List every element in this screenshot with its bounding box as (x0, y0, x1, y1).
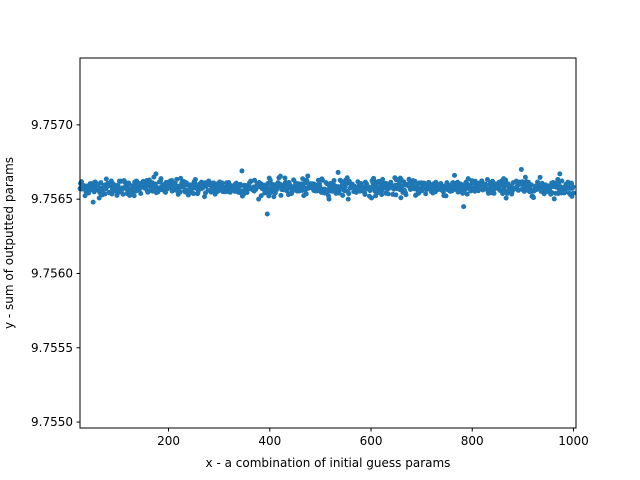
scatter-point (503, 195, 509, 201)
scatter-point (326, 196, 332, 202)
scatter-point (393, 192, 399, 198)
scatter-point (570, 184, 576, 190)
scatter-point (264, 211, 270, 217)
scatter-point (440, 189, 446, 195)
y-tick-label: 9.7550 (31, 415, 73, 429)
scatter-point (244, 189, 250, 195)
scatter-point (433, 179, 439, 185)
x-tick-label: 1000 (558, 434, 589, 448)
scatter-point (131, 193, 137, 199)
scatter-point (528, 182, 534, 188)
x-axis-label: x - a combination of initial guess param… (206, 456, 451, 470)
scatter-point (120, 191, 126, 197)
scatter-point (340, 192, 346, 198)
scatter-point (271, 194, 277, 200)
scatter-point (570, 190, 576, 196)
scatter-point (335, 169, 341, 175)
scatter-point (219, 180, 225, 186)
scatter-point (557, 171, 563, 177)
scatter-point (461, 204, 467, 210)
scatter-point (239, 168, 245, 174)
scatter-point (483, 182, 489, 188)
scatter-point (406, 176, 412, 182)
scatter-point (559, 178, 565, 184)
x-tick-label: 800 (461, 434, 484, 448)
y-tick-label: 9.7565 (31, 192, 73, 206)
scatter-point (90, 199, 96, 205)
scatter-point (362, 191, 368, 197)
scatter-point (522, 174, 528, 180)
y-tick-label: 9.7560 (31, 266, 73, 280)
scatter-point (277, 173, 283, 179)
x-tick-label: 600 (360, 434, 383, 448)
scatter-point (443, 193, 449, 199)
x-tick-label: 400 (258, 434, 281, 448)
scatter-point (256, 196, 262, 202)
scatter-point (153, 171, 159, 177)
scatter-point (252, 177, 258, 183)
scatter-point (385, 191, 391, 197)
scatter-point (369, 195, 375, 201)
scatter-point (346, 191, 352, 197)
scatter-point (464, 191, 470, 197)
scatter-point (227, 189, 233, 195)
scatter-point (192, 177, 198, 183)
scatter-point (562, 189, 568, 195)
scatter-point (491, 190, 497, 196)
scatter-point (423, 191, 429, 197)
y-axis-ticks: 9.7550 9.7555 9.7560 9.7565 9.7570 (31, 118, 80, 429)
scatter-point (398, 195, 404, 201)
scatter-point (178, 175, 184, 181)
x-tick-label: 200 (157, 434, 180, 448)
scatter-point (305, 173, 311, 179)
scatter-point (380, 176, 386, 182)
scatter-point (319, 177, 325, 183)
scatter-point (102, 191, 108, 197)
scatter-point (303, 191, 309, 197)
scatter-point (537, 174, 543, 180)
scatter-point (518, 166, 524, 172)
scatter-point (472, 178, 478, 184)
scatter-point (258, 193, 264, 199)
scatter-point (317, 183, 323, 189)
scatter-point (345, 196, 351, 202)
scatter-point (551, 196, 557, 202)
y-tick-label: 9.7570 (31, 118, 73, 132)
scatter-point (103, 176, 109, 182)
scatter-point (177, 189, 183, 195)
scatter-point (282, 175, 288, 181)
scatter-point (138, 190, 144, 196)
scatter-point (152, 181, 158, 187)
scatter-point (190, 191, 196, 197)
scatter-point (336, 190, 342, 196)
x-axis-ticks: 200 400 600 800 1000 (157, 428, 589, 448)
scatter-point (452, 172, 458, 178)
scatter-point (530, 195, 536, 201)
y-axis-label: y - sum of outputted params (2, 157, 16, 329)
y-tick-label: 9.7555 (31, 341, 73, 355)
scatter-points (77, 166, 576, 217)
scatter-point (503, 177, 509, 183)
scatter-point (278, 192, 284, 198)
scatter-point (379, 192, 385, 198)
scatter-point (403, 192, 409, 198)
plot-frame (79, 57, 577, 429)
scatter-point (331, 177, 337, 183)
scatter-point (174, 176, 180, 182)
scatter-point (158, 176, 164, 182)
scatter-point (86, 190, 92, 196)
